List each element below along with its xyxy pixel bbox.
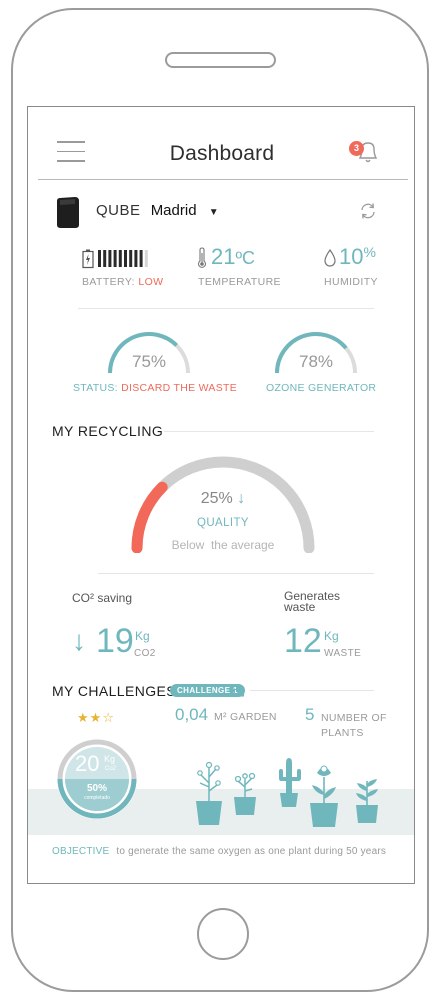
- garden-value: 0,04: [175, 705, 209, 724]
- humidity-value: 10%: [339, 244, 376, 270]
- plants-label-line1: NUMBER OF: [321, 712, 387, 724]
- co2-title: CO² saving: [72, 591, 133, 605]
- app-screen: Dashboard 3 QUBE Madrid ▼: [27, 106, 415, 884]
- recycling-section-title: MY RECYCLING: [52, 423, 164, 439]
- challenge-stars: ★★☆: [77, 710, 115, 726]
- waste-title-line2: waste: [284, 600, 316, 614]
- status-gauge-value: 75%: [131, 352, 167, 371]
- thermometer-icon: [197, 247, 207, 274]
- co2-unit: Kg: [135, 629, 150, 643]
- humidity-unit: %: [363, 244, 376, 260]
- waste-title: Generates waste: [284, 589, 341, 614]
- circle-unit: Kg: [104, 754, 116, 764]
- challenges-section-title: MY CHALLENGES: [52, 683, 176, 699]
- device-location: Madrid: [150, 202, 197, 219]
- device-icon: [55, 195, 81, 234]
- menu-icon[interactable]: [57, 141, 85, 170]
- plants-value: 5: [305, 705, 315, 724]
- challenge-badge[interactable]: CHALLENGE 1: [170, 684, 245, 697]
- battery-bar-segment: [144, 250, 148, 267]
- notification-badge: 3: [349, 141, 364, 156]
- star-empty-icon: ☆: [102, 710, 115, 725]
- objective-label: OBJECTIVE: [52, 846, 110, 857]
- plants-label: NUMBER OF PLANTS: [321, 711, 387, 741]
- battery-bar-segment: [118, 250, 122, 267]
- phone-speaker: [165, 52, 276, 68]
- quality-percent: 25%: [200, 490, 233, 507]
- arrow-down-icon: ↓: [237, 490, 246, 507]
- temperature-number: 21: [211, 244, 236, 269]
- waste-value: 12: [284, 622, 322, 660]
- status-label: STATUS:: [73, 382, 118, 394]
- quality-note: Below the average: [171, 538, 275, 552]
- battery-status: LOW: [138, 276, 164, 288]
- quality-label: QUALITY: [196, 517, 249, 529]
- challenges-title-divider: [250, 690, 374, 691]
- refresh-icon[interactable]: [359, 202, 377, 225]
- cactus-icon: [279, 758, 301, 807]
- battery-bar-segment: [124, 250, 127, 267]
- circle-sub: Co2: [105, 766, 117, 772]
- humidity-label: HUMIDITY: [324, 276, 378, 288]
- humidity-number: 10: [339, 244, 364, 269]
- lock-icon: [233, 684, 245, 702]
- battery-bar-segment: [103, 250, 107, 267]
- water-drop-icon: [324, 248, 336, 272]
- battery-icon: [82, 249, 94, 274]
- caret-down-icon: ▼: [208, 207, 219, 218]
- stats-divider: [78, 308, 374, 309]
- co2-arrow-down-icon: ↓: [72, 625, 86, 656]
- battery-bar-segment: [134, 250, 138, 267]
- ozone-gauge: [275, 332, 357, 374]
- plant-icon: [356, 779, 378, 823]
- status-gauge-label: STATUS: DISCARD THE WASTE: [73, 382, 237, 394]
- waste-unit: Kg: [324, 629, 339, 643]
- plants-illustration: [196, 758, 378, 827]
- battery-level-bar: [98, 250, 150, 267]
- battery-bar-segment: [108, 250, 112, 267]
- star-filled-icon: ★: [89, 710, 103, 725]
- waste-title-line1: Generates: [284, 589, 341, 603]
- home-button[interactable]: [197, 908, 249, 960]
- plant-icon: [196, 761, 222, 825]
- header-divider: [38, 179, 408, 180]
- battery-bar-segment: [139, 250, 143, 267]
- temperature-label: TEMPERATURE: [198, 276, 281, 288]
- device-brand: QUBE: [96, 202, 141, 219]
- battery-bar-segment: [98, 250, 101, 267]
- circle-percent-label: completado: [84, 795, 110, 801]
- star-filled-icon: ★: [77, 710, 90, 725]
- battery-bar-segment: [129, 250, 133, 267]
- circle-percent: 50%: [86, 783, 107, 794]
- flower-icon: [310, 765, 338, 827]
- co2-value: 19: [96, 622, 134, 660]
- garden-unit: M² GARDEN: [214, 711, 277, 723]
- objective-description: to generate the same oxygen as one plant…: [116, 846, 387, 857]
- ozone-gauge-value: 78%: [298, 352, 334, 371]
- notification-bell-icon[interactable]: 3: [349, 138, 380, 166]
- status-gauge: [108, 331, 190, 374]
- page-title: Dashboard: [169, 142, 275, 165]
- plant-icon: [234, 772, 256, 815]
- quality-divider: [98, 573, 374, 574]
- recycling-title-divider: [164, 431, 374, 432]
- challenge-progress-circle: 20 Kg Co2 50% completado: [55, 737, 139, 821]
- quality-value: 25% ↓: [128, 490, 318, 508]
- status-text: DISCARD THE WASTE: [121, 382, 238, 394]
- quality-gauge: [131, 456, 315, 553]
- battery-label-text: BATTERY:: [82, 276, 135, 288]
- battery-label: BATTERY: LOW: [82, 276, 163, 288]
- ozone-gauge-label: OZONE GENERATOR: [266, 382, 377, 394]
- co2-sub: CO2: [134, 648, 156, 659]
- battery-bar-segment: [113, 250, 117, 267]
- temperature-value: 21ºC: [211, 244, 255, 270]
- circle-value: 20: [75, 751, 100, 776]
- waste-sub: WASTE: [324, 648, 362, 659]
- device-selector[interactable]: QUBE Madrid ▼: [96, 202, 219, 219]
- plants-label-line2: PLANTS: [321, 727, 364, 739]
- temperature-unit: ºC: [235, 248, 256, 268]
- objective-text: OBJECTIVE to generate the same oxygen as…: [52, 846, 386, 857]
